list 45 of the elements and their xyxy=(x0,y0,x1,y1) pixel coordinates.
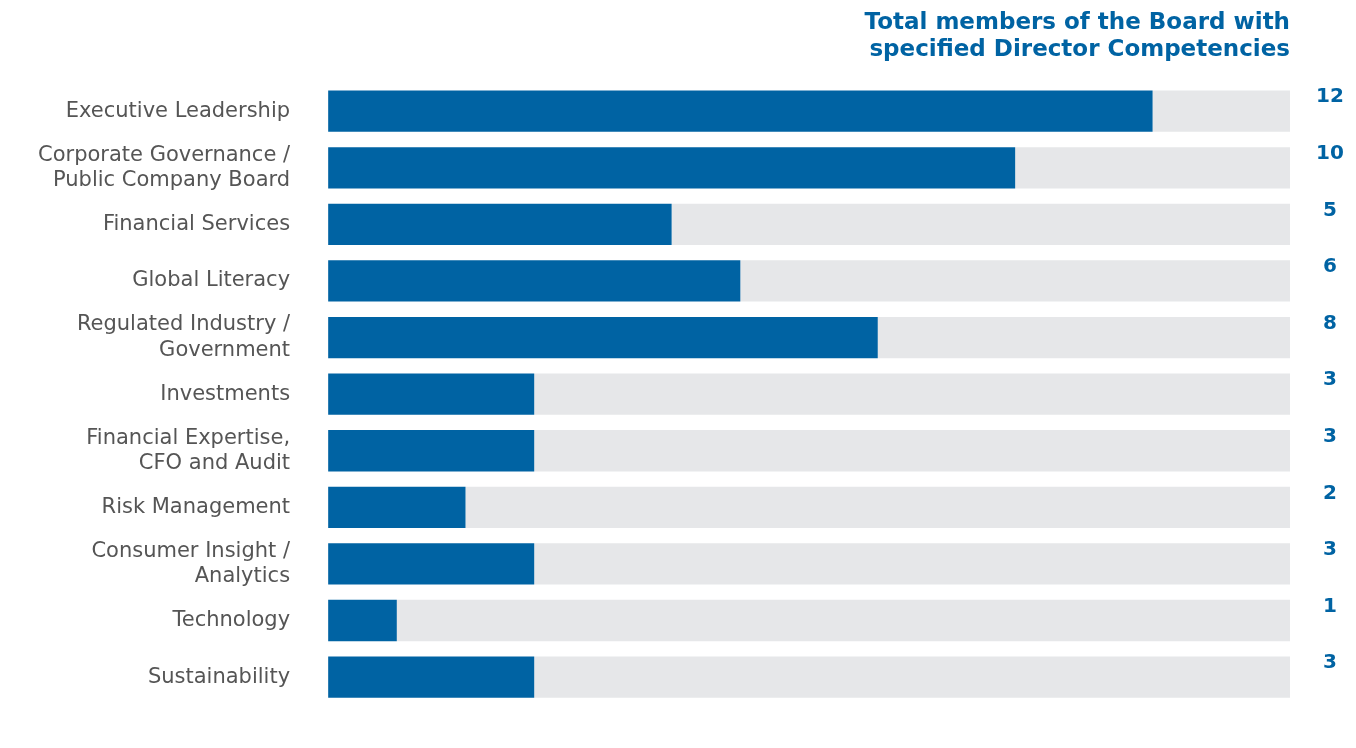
bar xyxy=(328,543,535,585)
bar xyxy=(740,260,1290,302)
y-tick-label: Investments xyxy=(160,380,291,405)
bar xyxy=(534,656,1290,698)
bar xyxy=(465,486,1290,528)
bar xyxy=(671,203,1290,246)
y-tick-label: Corporate Governance / Public Company Board xyxy=(38,141,292,191)
bar xyxy=(396,599,1290,642)
bar xyxy=(328,599,397,642)
y-tick-label: Technology xyxy=(171,606,291,631)
data-label: 3 xyxy=(1323,649,1337,674)
data-label: 3 xyxy=(1323,536,1337,561)
data-label: 3 xyxy=(1323,366,1337,391)
bar xyxy=(1015,147,1290,189)
y-tick-label: Financial Expertise, CFO and Audit xyxy=(86,424,291,474)
data-label: 5 xyxy=(1323,196,1337,221)
chart-title: Total members of the Board with specified Director Competencies xyxy=(864,8,1290,61)
bar xyxy=(328,203,672,246)
bar xyxy=(877,316,1290,359)
bar xyxy=(328,430,535,472)
bar xyxy=(328,90,1153,132)
data-label: 3 xyxy=(1323,422,1337,447)
bar xyxy=(328,316,878,359)
y-tick-label: Sustainability xyxy=(147,663,291,688)
data-label: 8 xyxy=(1323,309,1337,334)
y-tick-label: Global Literacy xyxy=(132,267,291,292)
y-tick-label: Regulated Industry / Government xyxy=(76,311,292,361)
y-tick-label: Consumer Insight / Analytics xyxy=(91,537,291,587)
data-label: 10 xyxy=(1316,139,1344,164)
bar xyxy=(534,373,1290,415)
data-label: 12 xyxy=(1316,83,1344,108)
bar xyxy=(1152,90,1290,132)
bar xyxy=(328,486,466,528)
bar xyxy=(328,656,535,698)
bar xyxy=(328,260,741,302)
bar xyxy=(534,543,1290,585)
y-tick-label: Executive Leadership xyxy=(65,97,291,122)
y-tick-label: Risk Management xyxy=(101,493,291,518)
y-tick-label: Financial Services xyxy=(102,210,291,235)
bar xyxy=(328,147,1016,189)
data-label: 6 xyxy=(1323,253,1337,278)
bar xyxy=(328,373,535,415)
bar xyxy=(534,430,1290,472)
data-label: 1 xyxy=(1323,592,1337,617)
data-label: 2 xyxy=(1323,479,1337,504)
